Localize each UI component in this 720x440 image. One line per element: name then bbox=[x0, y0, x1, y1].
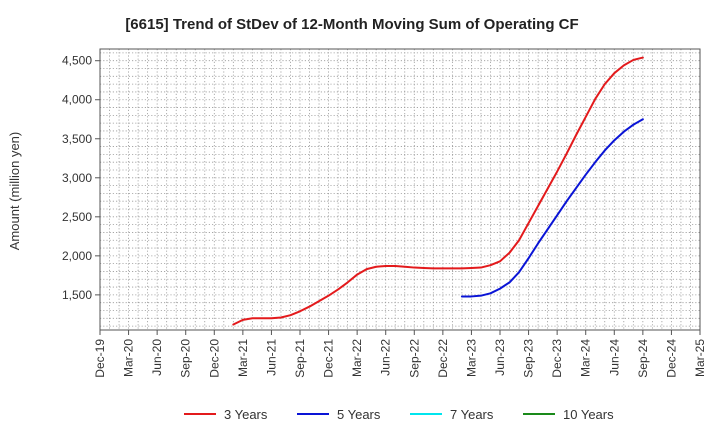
plot-area bbox=[99, 48, 701, 331]
y-tick-label: 3,000 bbox=[62, 171, 92, 185]
x-tick-label: Jun-22 bbox=[379, 339, 393, 376]
y-tick-label: 1,500 bbox=[62, 288, 92, 302]
y-tick-label: 2,500 bbox=[62, 210, 92, 224]
legend-label: 7 Years bbox=[450, 407, 494, 422]
series-line-5-years bbox=[460, 118, 644, 298]
x-tick-label: Dec-21 bbox=[322, 339, 336, 378]
x-tick-label: Sep-24 bbox=[636, 339, 650, 378]
x-tick-label: Mar-25 bbox=[693, 339, 707, 377]
y-axis-label: Amount (million yen) bbox=[7, 132, 22, 251]
x-tick-label: Mar-23 bbox=[464, 339, 478, 377]
legend-label: 5 Years bbox=[337, 407, 381, 422]
x-tick-label: Jun-24 bbox=[607, 339, 621, 376]
x-axis: Dec-19 Mar-20 Jun-20 Sep-20 Dec-20 Mar-21 Jun-… bbox=[93, 330, 707, 378]
x-tick-label: Dec-22 bbox=[436, 339, 450, 378]
x-tick-label: Mar-24 bbox=[579, 339, 593, 377]
legend-label: 10 Years bbox=[563, 407, 614, 422]
x-tick-label: Mar-22 bbox=[350, 339, 364, 377]
legend-label: 3 Years bbox=[224, 407, 268, 422]
x-tick-label: Mar-20 bbox=[122, 339, 136, 377]
x-tick-label: Jun-23 bbox=[493, 339, 507, 376]
legend: 3 Years 5 Years 7 Years 10 Years bbox=[184, 407, 614, 422]
x-tick-label: Mar-21 bbox=[236, 339, 250, 377]
x-tick-label: Dec-24 bbox=[664, 339, 678, 378]
x-tick-label: Dec-19 bbox=[93, 339, 107, 378]
y-tick-label: 4,500 bbox=[62, 54, 92, 68]
y-tick-label: 3,500 bbox=[62, 132, 92, 146]
grid bbox=[100, 49, 700, 330]
chart-title: [6615] Trend of StDev of 12-Month Moving… bbox=[125, 16, 578, 33]
x-tick-label: Dec-23 bbox=[550, 339, 564, 378]
legend-item: 10 Years bbox=[523, 407, 614, 422]
y-axis: 1,500 2,000 2,500 3,000 3,500 4,000 4,500 bbox=[62, 54, 100, 302]
legend-item: 3 Years bbox=[184, 407, 268, 422]
legend-item: 5 Years bbox=[297, 407, 381, 422]
x-tick-label: Jun-21 bbox=[264, 339, 278, 376]
y-tick-label: 2,000 bbox=[62, 249, 92, 263]
series-lines bbox=[232, 56, 644, 326]
legend-item: 7 Years bbox=[410, 407, 494, 422]
x-tick-label: Sep-21 bbox=[293, 339, 307, 378]
series-line-3-years bbox=[232, 56, 644, 326]
x-tick-label: Dec-20 bbox=[207, 339, 221, 378]
y-tick-label: 4,000 bbox=[62, 93, 92, 107]
x-tick-label: Sep-20 bbox=[179, 339, 193, 378]
x-tick-label: Sep-22 bbox=[407, 339, 421, 378]
x-tick-label: Sep-23 bbox=[522, 339, 536, 378]
x-tick-label: Jun-20 bbox=[150, 339, 164, 376]
